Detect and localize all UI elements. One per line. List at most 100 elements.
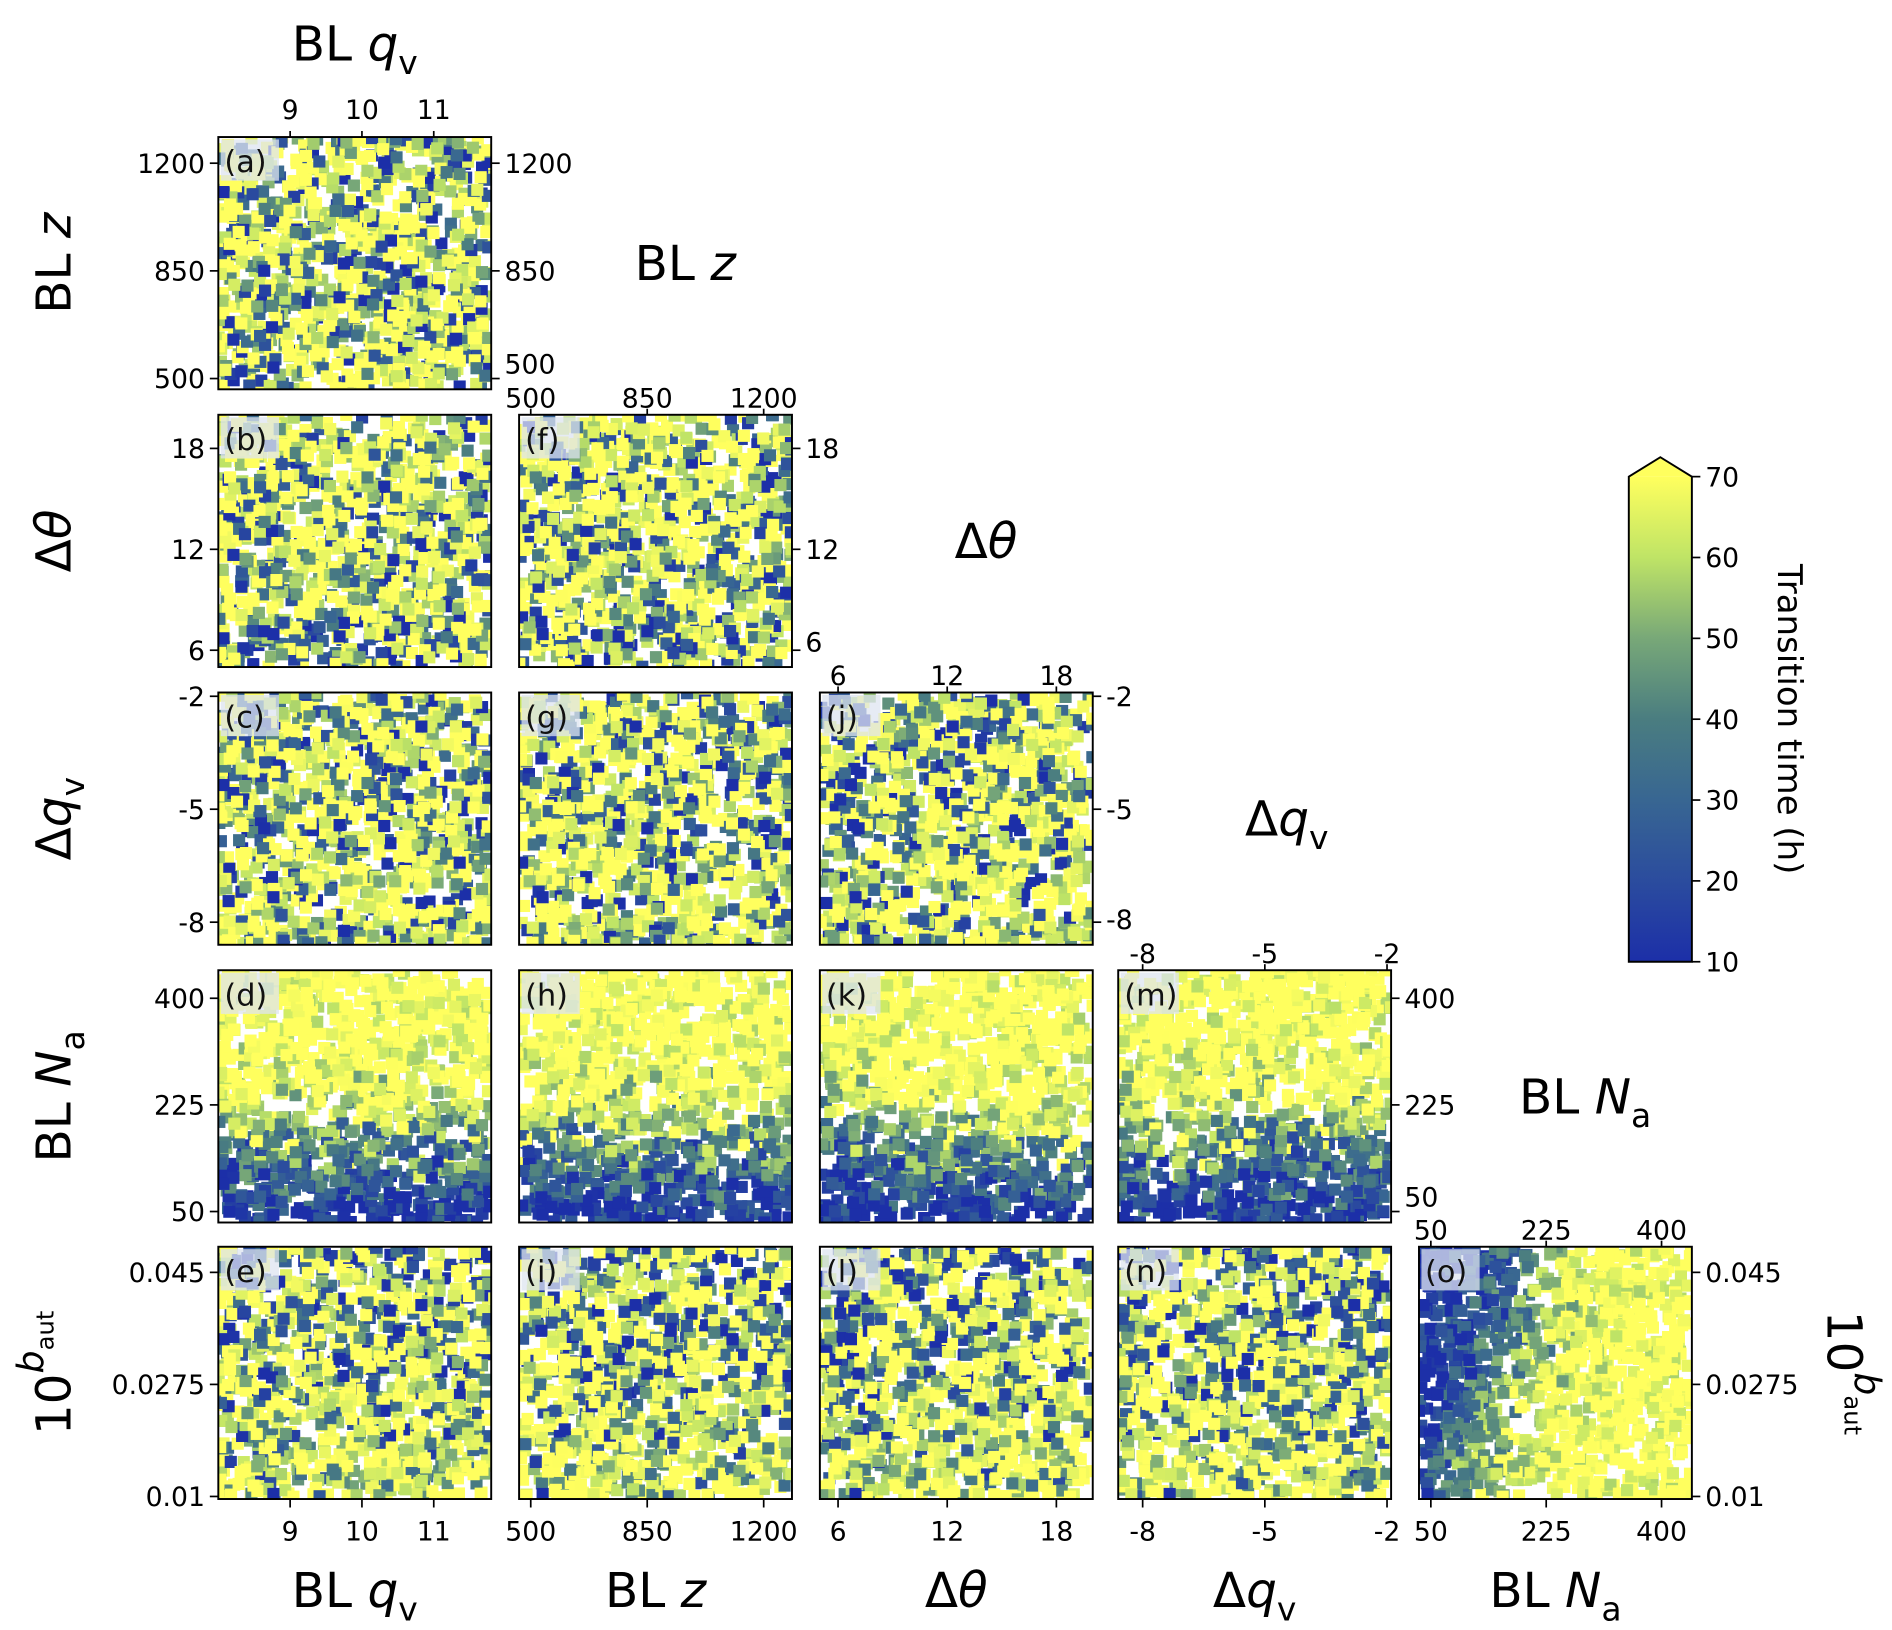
y-tick-label: -2 [178, 682, 205, 713]
data-point [378, 935, 391, 945]
data-point [392, 381, 405, 390]
data-point [431, 876, 444, 889]
data-point [221, 583, 234, 596]
data-point [365, 256, 378, 269]
data-point [353, 651, 366, 664]
data-point [367, 274, 380, 287]
data-point [324, 422, 337, 436]
data-point [289, 446, 302, 460]
data-point [361, 776, 374, 790]
data-point [299, 501, 312, 515]
data-point [361, 885, 374, 899]
scatter-points [218, 1246, 492, 1500]
data-point [367, 489, 380, 502]
data-point [438, 443, 451, 456]
data-point [475, 414, 488, 425]
data-point [223, 1205, 236, 1218]
data-point [223, 915, 236, 928]
data-point [366, 581, 380, 594]
data-point [376, 977, 389, 990]
data-point [481, 764, 492, 778]
data-point [313, 1212, 326, 1223]
data-point [469, 332, 482, 345]
y-tick-label: 12 [171, 535, 205, 566]
data-point [390, 738, 403, 752]
panel-label: (d) [224, 978, 267, 1013]
data-point [291, 137, 304, 145]
data-point [387, 893, 401, 906]
panel-label: (c) [224, 701, 264, 736]
data-point [275, 457, 288, 471]
data-point [281, 470, 294, 483]
data-point [415, 577, 428, 590]
data-point [258, 1168, 271, 1181]
data-point [481, 1052, 492, 1065]
data-point [467, 420, 480, 433]
data-point [323, 283, 336, 296]
data-point [399, 277, 412, 291]
data-point [290, 525, 303, 539]
scatter-points [218, 414, 492, 668]
data-point [378, 156, 391, 169]
data-point [240, 335, 254, 348]
data-point [481, 1085, 492, 1098]
data-point [245, 936, 258, 945]
data-point [296, 660, 310, 668]
data-point [479, 1160, 492, 1173]
data-point [378, 800, 391, 813]
data-point [410, 314, 423, 327]
data-point [341, 970, 354, 977]
data-point [302, 1179, 315, 1192]
data-point [354, 863, 367, 876]
data-point [391, 574, 404, 588]
y-tick-label: 500 [154, 364, 205, 395]
data-point [453, 856, 466, 869]
data-point [405, 986, 418, 1000]
data-point [378, 1047, 391, 1060]
data-point [433, 600, 446, 613]
data-point [348, 311, 361, 324]
data-point [311, 1085, 324, 1098]
data-point [223, 934, 237, 945]
data-point [218, 1315, 230, 1329]
data-point [324, 240, 337, 253]
data-point [368, 1179, 381, 1192]
data-point [351, 790, 364, 803]
data-point [391, 642, 404, 655]
data-point [295, 484, 308, 497]
data-point [218, 1372, 225, 1385]
data-point [288, 989, 301, 1002]
data-point [444, 1085, 457, 1098]
data-point [228, 652, 241, 665]
data-point [481, 1043, 492, 1056]
data-point [261, 907, 274, 920]
data-point [423, 1105, 436, 1118]
data-point [433, 1035, 446, 1048]
data-point [218, 1066, 228, 1080]
data-point [441, 254, 454, 267]
data-point [289, 576, 302, 589]
data-point [347, 575, 360, 588]
data-point [405, 512, 418, 525]
data-point [460, 700, 473, 713]
data-point [462, 652, 475, 666]
data-point [427, 289, 440, 302]
data-point [471, 600, 484, 613]
data-point [359, 974, 372, 987]
data-point [463, 221, 476, 234]
data-point [441, 738, 454, 751]
data-point [415, 1212, 428, 1223]
panel-label-bg [220, 694, 279, 737]
data-point [322, 990, 335, 1003]
data-point [277, 934, 290, 945]
data-point [432, 571, 445, 584]
data-point [312, 763, 325, 776]
data-point [218, 294, 229, 307]
data-point [288, 255, 301, 269]
panel-frame [217, 413, 493, 669]
data-point [374, 543, 387, 556]
data-point [471, 183, 484, 196]
data-point [391, 699, 404, 712]
data-point [418, 378, 431, 390]
data-point [323, 513, 336, 526]
